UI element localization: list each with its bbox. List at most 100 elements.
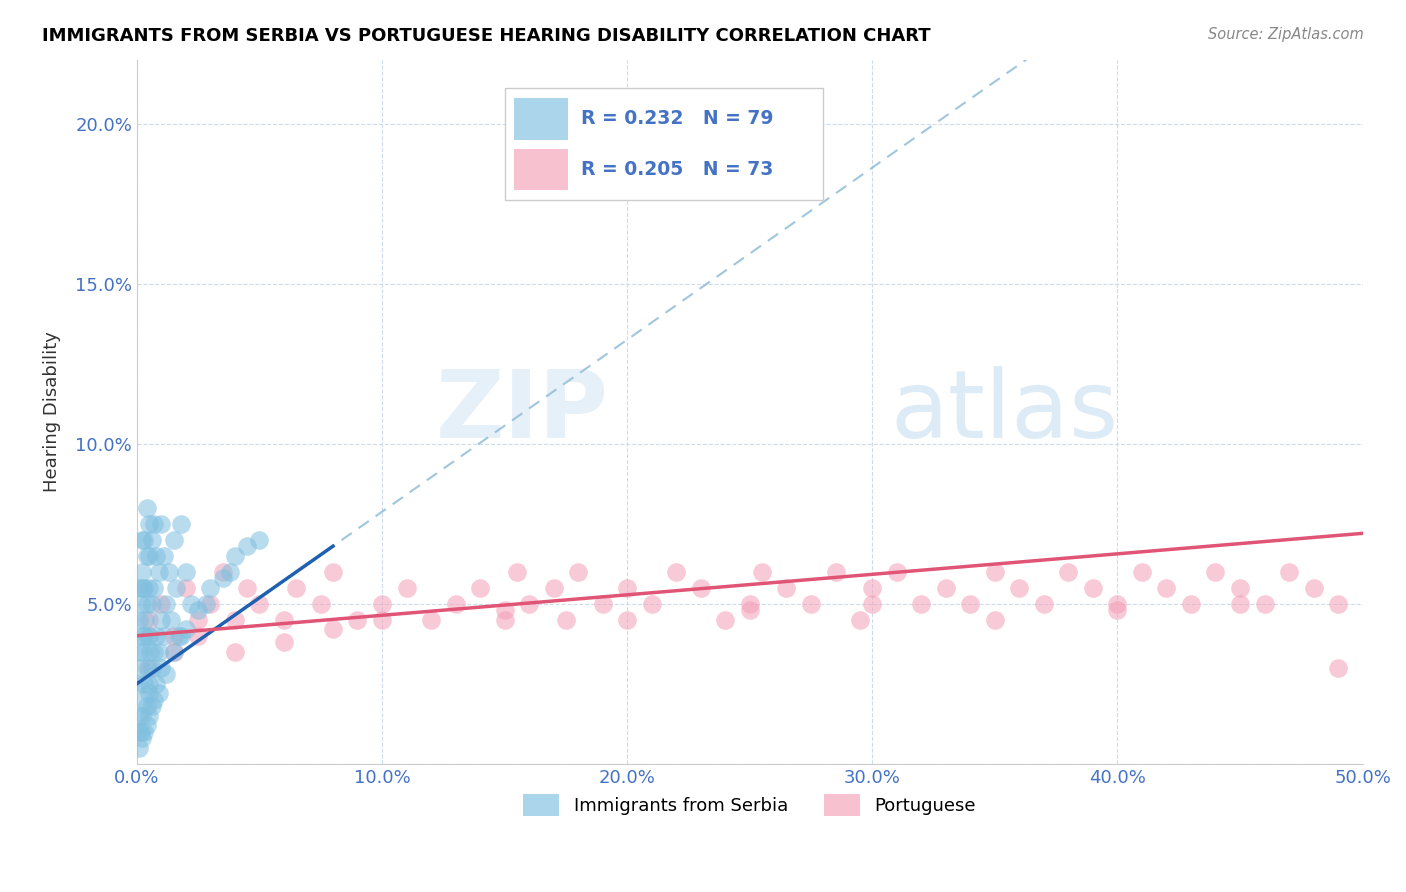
Point xyxy=(138,549,160,563)
Point xyxy=(153,629,176,643)
Point xyxy=(148,686,170,700)
Point xyxy=(155,667,177,681)
Point xyxy=(1327,661,1350,675)
Point xyxy=(420,613,443,627)
Point xyxy=(131,533,153,547)
Point xyxy=(592,597,614,611)
Point xyxy=(738,603,761,617)
Point xyxy=(984,613,1007,627)
Point xyxy=(273,635,295,649)
Point xyxy=(128,581,150,595)
Point xyxy=(128,645,150,659)
Point xyxy=(127,677,149,691)
Point xyxy=(224,613,246,627)
Point xyxy=(138,686,160,700)
Point xyxy=(1130,565,1153,579)
Point xyxy=(211,565,233,579)
Point xyxy=(174,565,197,579)
Point xyxy=(738,597,761,611)
Point xyxy=(1107,597,1129,611)
Point xyxy=(135,500,157,515)
Point xyxy=(131,731,153,746)
Point xyxy=(506,565,529,579)
Point xyxy=(494,603,516,617)
Point xyxy=(170,629,193,643)
Point xyxy=(128,724,150,739)
Point xyxy=(143,693,166,707)
Point xyxy=(1156,581,1178,595)
Point xyxy=(174,623,197,637)
Point xyxy=(886,565,908,579)
Point xyxy=(1081,581,1104,595)
Point xyxy=(134,677,156,691)
Point xyxy=(132,581,155,595)
Point xyxy=(800,597,823,611)
Point xyxy=(494,613,516,627)
Point xyxy=(224,549,246,563)
Point xyxy=(135,699,157,714)
Point xyxy=(143,581,166,595)
Point xyxy=(187,603,209,617)
Point xyxy=(567,565,589,579)
Point xyxy=(935,581,957,595)
Point xyxy=(134,629,156,643)
Point xyxy=(138,677,160,691)
Point xyxy=(145,677,167,691)
Point xyxy=(824,565,846,579)
Point xyxy=(157,565,180,579)
Point xyxy=(1107,603,1129,617)
Point xyxy=(174,581,197,595)
Point xyxy=(138,516,160,531)
Point xyxy=(170,516,193,531)
Point xyxy=(135,597,157,611)
Point xyxy=(236,581,259,595)
Point xyxy=(141,661,163,675)
Point xyxy=(543,581,565,595)
Point xyxy=(1180,597,1202,611)
Point xyxy=(249,533,271,547)
Point xyxy=(153,549,176,563)
Point xyxy=(138,613,160,627)
Point xyxy=(444,597,467,611)
Point xyxy=(139,645,162,659)
Point xyxy=(346,613,368,627)
Point xyxy=(162,645,184,659)
Point xyxy=(187,629,209,643)
Point xyxy=(273,613,295,627)
Point xyxy=(134,724,156,739)
Point xyxy=(160,613,183,627)
Point xyxy=(1253,597,1275,611)
Point xyxy=(468,581,491,595)
Point xyxy=(371,613,394,627)
Point xyxy=(150,661,173,675)
Point xyxy=(194,597,217,611)
Point xyxy=(138,581,160,595)
Point xyxy=(751,565,773,579)
Point xyxy=(249,597,271,611)
Y-axis label: Hearing Disability: Hearing Disability xyxy=(44,331,60,492)
Point xyxy=(141,597,163,611)
Point xyxy=(554,613,576,627)
Point xyxy=(162,629,184,643)
Point xyxy=(959,597,981,611)
Point xyxy=(1327,597,1350,611)
Point xyxy=(128,740,150,755)
Point xyxy=(150,613,173,627)
Text: ZIP: ZIP xyxy=(436,366,609,458)
Point xyxy=(224,645,246,659)
Point xyxy=(135,718,157,732)
Point xyxy=(131,708,153,723)
Point xyxy=(1229,581,1251,595)
Point xyxy=(1057,565,1080,579)
Point xyxy=(616,581,638,595)
Point xyxy=(640,597,662,611)
Point xyxy=(141,533,163,547)
Point xyxy=(236,539,259,553)
Point xyxy=(395,581,418,595)
Point xyxy=(138,629,160,643)
Point xyxy=(180,597,202,611)
Point xyxy=(1032,597,1054,611)
Point xyxy=(135,549,157,563)
Point xyxy=(849,613,872,627)
Point xyxy=(131,565,153,579)
